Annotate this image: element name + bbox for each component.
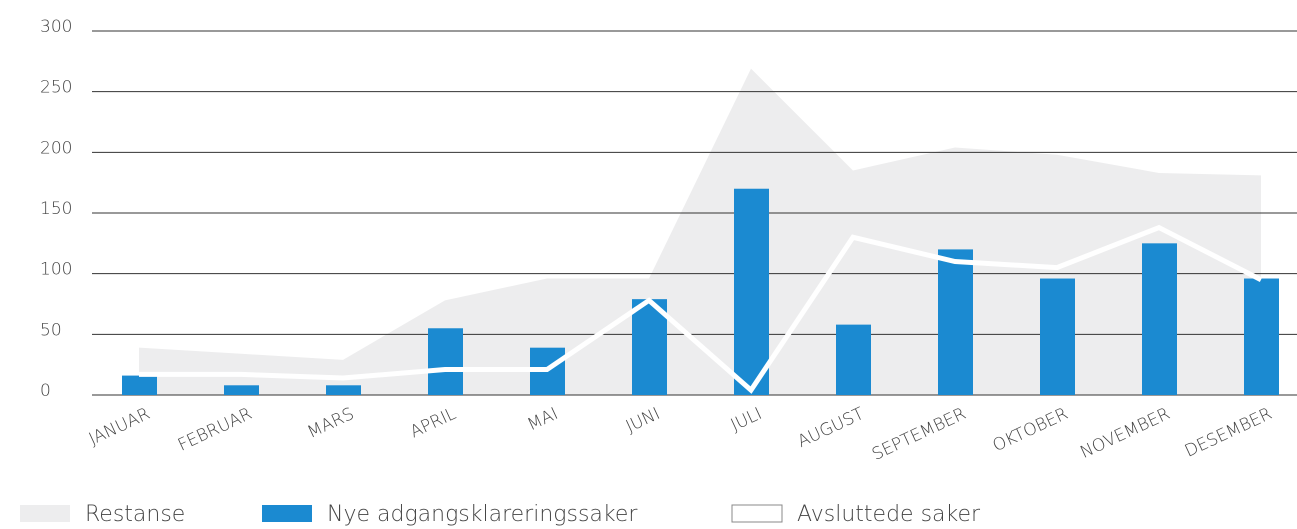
x-tick-label: JANUAR xyxy=(86,404,153,450)
x-tick-label: JUNI xyxy=(623,404,663,437)
bar xyxy=(836,324,871,395)
x-tick-label: APRIL xyxy=(407,404,459,442)
bar xyxy=(326,385,361,395)
y-tick-label: 200 xyxy=(40,138,72,158)
bar xyxy=(1040,278,1075,395)
bar xyxy=(1142,243,1177,395)
x-tick-label: SEPTEMBER xyxy=(869,404,969,465)
legend-swatch xyxy=(731,504,783,523)
y-tick-label: 50 xyxy=(40,320,62,340)
legend-swatch xyxy=(262,505,312,522)
bar xyxy=(122,375,157,395)
y-tick-label: 0 xyxy=(40,381,51,401)
x-tick-label: AUGUST xyxy=(795,404,868,452)
x-tick-label: DESEMBER xyxy=(1182,404,1275,462)
bar xyxy=(734,188,769,395)
y-tick-label: 150 xyxy=(40,199,72,219)
bar xyxy=(428,328,463,395)
bar xyxy=(632,299,667,395)
area xyxy=(139,68,1261,395)
x-tick-label: NOVEMBER xyxy=(1077,404,1173,463)
x-tick-label: MARS xyxy=(304,404,357,443)
y-tick-label: 250 xyxy=(40,78,72,98)
line xyxy=(139,224,1263,394)
bar xyxy=(1244,278,1279,395)
legend-item: Nye adgangsklareringssaker xyxy=(262,502,638,527)
legend-label: Restanse xyxy=(85,502,185,527)
legend-item: Restanse xyxy=(20,502,185,527)
x-tick-label: JULI xyxy=(728,404,765,436)
legend-label: Avsluttede saker xyxy=(797,502,981,527)
legend-item: Avsluttede saker xyxy=(731,502,981,527)
x-tick-label: OKTOBER xyxy=(990,404,1072,456)
grid xyxy=(92,30,1297,396)
bar xyxy=(224,385,259,395)
x-tick-label: FEBRUAR xyxy=(175,404,255,456)
bar xyxy=(938,249,973,395)
y-tick-label: 300 xyxy=(40,17,72,37)
x-tick-label: MAI xyxy=(524,404,561,435)
legend-label: Nye adgangsklareringssaker xyxy=(327,502,638,527)
legend-swatch xyxy=(20,505,70,522)
y-tick-label: 100 xyxy=(40,260,72,280)
